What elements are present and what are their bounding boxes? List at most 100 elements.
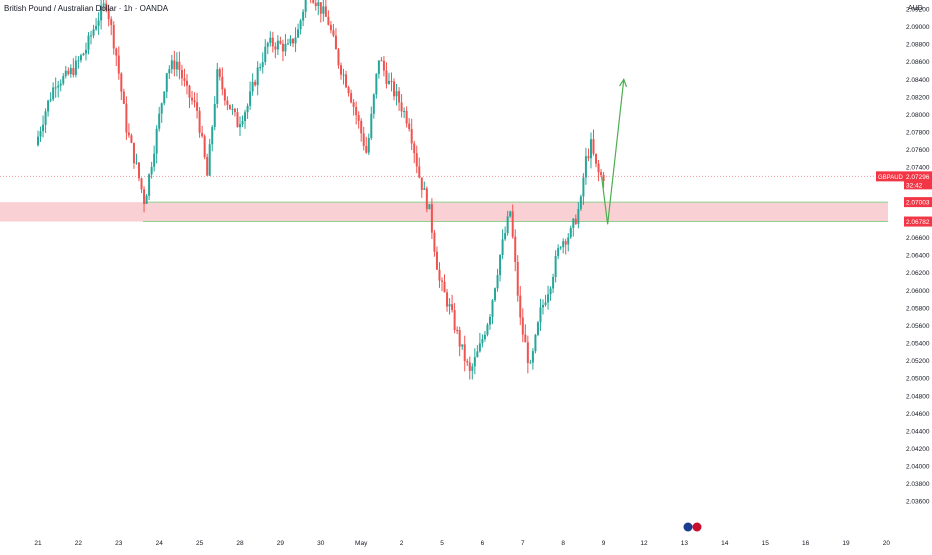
price-tick-label: 2.06600 — [906, 235, 930, 242]
candle — [286, 43, 289, 45]
price-tick-label: 2.05800 — [906, 305, 930, 312]
candle — [524, 334, 527, 343]
candle — [481, 339, 484, 344]
time-tick-label: 16 — [802, 540, 810, 547]
candle — [117, 55, 120, 74]
candle — [322, 6, 325, 14]
candle — [468, 362, 471, 371]
price-tick-label: 2.09000 — [906, 24, 930, 31]
candle — [261, 62, 264, 68]
candle — [170, 60, 173, 70]
candle — [362, 133, 365, 146]
candle — [453, 310, 456, 331]
time-tick-label: 15 — [762, 540, 770, 547]
price-badge-countdown: 32:42 — [906, 182, 923, 189]
candle — [72, 68, 75, 75]
candle — [509, 211, 512, 217]
candle — [251, 81, 254, 92]
candle — [244, 112, 247, 122]
symbol-badge — [876, 171, 904, 182]
candle — [218, 69, 221, 77]
candle — [582, 177, 585, 197]
price-badge-box — [904, 216, 932, 227]
candle — [269, 37, 272, 43]
candle — [153, 153, 156, 167]
candle — [327, 16, 330, 25]
candle — [163, 91, 166, 104]
candle — [100, 5, 103, 21]
candle — [37, 136, 39, 146]
candle — [62, 76, 65, 84]
candle — [403, 111, 406, 113]
time-tick-label: 9 — [602, 540, 606, 547]
candle — [476, 351, 479, 358]
price-tick-label: 2.06200 — [906, 270, 930, 277]
candle — [602, 175, 605, 182]
candle — [367, 137, 370, 153]
candle — [557, 248, 560, 257]
candle — [155, 128, 158, 154]
candle — [547, 294, 550, 303]
time-tick-label: 20 — [883, 540, 891, 547]
candle — [64, 70, 67, 77]
candle — [208, 144, 211, 176]
candle — [329, 24, 332, 31]
candle — [304, 0, 307, 12]
candle — [236, 112, 239, 128]
candle — [357, 115, 360, 121]
candle — [536, 322, 539, 335]
candle — [105, 3, 108, 9]
candle — [337, 49, 340, 66]
candle — [54, 87, 57, 89]
candle — [549, 288, 552, 295]
candle — [458, 330, 461, 347]
candle — [69, 68, 72, 75]
candle — [435, 251, 438, 270]
time-axis: 21 22 23 24 25 28 29 30 May 2 5 6 7 8 9 12 13 14 15 16 19 20 — [34, 540, 890, 547]
candle — [312, 0, 315, 3]
candle — [196, 102, 199, 111]
candle — [193, 100, 196, 103]
candle — [52, 87, 55, 100]
candle — [302, 11, 305, 21]
candle — [486, 324, 489, 335]
candle — [423, 188, 426, 190]
candle — [345, 74, 348, 88]
candle — [413, 143, 416, 154]
candle — [360, 120, 363, 134]
candle — [125, 103, 128, 133]
candle — [221, 76, 224, 90]
candle — [185, 80, 188, 86]
symbol-badge-text: GBPAUD — [878, 175, 904, 181]
candle — [415, 153, 418, 167]
candle — [67, 70, 70, 75]
candle — [365, 145, 368, 153]
candle — [314, 2, 317, 7]
time-tick-label: 14 — [721, 540, 729, 547]
candle — [347, 87, 350, 94]
candle — [198, 110, 201, 133]
projection-path — [600, 79, 625, 225]
candle — [420, 177, 423, 190]
candle — [584, 156, 587, 178]
zone-band — [0, 202, 888, 222]
candle — [44, 111, 47, 125]
candle — [531, 351, 534, 363]
candle — [158, 113, 161, 129]
candle — [526, 342, 529, 363]
candle — [160, 103, 163, 114]
candle — [150, 166, 153, 175]
candle — [87, 35, 90, 50]
candle — [276, 40, 279, 50]
candle — [514, 236, 517, 263]
candle — [120, 73, 123, 92]
price-tick-label: 2.07600 — [906, 147, 930, 154]
candle — [425, 188, 428, 210]
candle — [84, 49, 87, 54]
candle — [191, 97, 194, 101]
candle — [441, 280, 443, 282]
candle — [203, 136, 206, 158]
candle — [488, 316, 491, 325]
